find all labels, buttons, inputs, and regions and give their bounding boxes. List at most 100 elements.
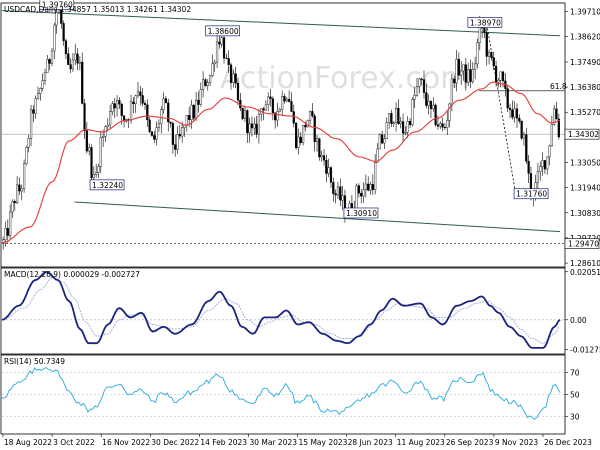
macd-panel-title: MACD(12,26,9) 0.000029 -0.002727	[4, 270, 140, 279]
candle-body	[301, 124, 305, 143]
candle-body	[339, 186, 342, 201]
candle-body	[281, 96, 284, 110]
candle-body	[457, 58, 460, 76]
price-y-tick-label: 1.39710	[570, 8, 600, 17]
candle-body	[490, 51, 493, 58]
candle-body	[487, 51, 491, 57]
candle-body	[41, 80, 44, 89]
candle-body	[299, 136, 302, 143]
candle-body	[508, 107, 512, 110]
candle-body	[432, 104, 435, 110]
rsi-y-tick-label: 30	[570, 413, 580, 422]
candle-body	[362, 189, 365, 197]
candle-body	[181, 127, 184, 137]
candle-body	[334, 193, 337, 196]
candle-body	[62, 23, 65, 41]
candle-body	[264, 104, 267, 111]
candle-body	[109, 111, 112, 126]
candle-body	[360, 192, 363, 197]
candle-body	[106, 124, 109, 127]
candle-body	[29, 109, 33, 139]
candle-body	[136, 91, 140, 96]
candle-body	[16, 184, 19, 204]
candle-body	[143, 103, 147, 105]
candle-body	[471, 69, 474, 82]
candle-body	[315, 138, 319, 143]
price-annotation-label: 1.30910	[346, 209, 377, 218]
candle-body	[2, 239, 5, 244]
candle-body	[371, 184, 374, 190]
candle-body	[536, 171, 540, 183]
candle-body	[541, 160, 544, 167]
candle-body	[88, 147, 91, 152]
candle-body	[415, 86, 419, 96]
candle-body	[306, 120, 309, 128]
rsi-level-lines	[2, 372, 565, 417]
macd-y-axis: 0.020518 0.00 -0.012755	[565, 268, 600, 355]
candle-body	[546, 156, 549, 170]
candle-body	[211, 63, 214, 76]
candle-body	[204, 79, 207, 86]
candle-body	[501, 71, 505, 82]
candle-body	[113, 103, 116, 109]
candle-body	[32, 109, 35, 114]
candle-body	[83, 103, 86, 131]
candle-body	[322, 155, 326, 161]
candle-body	[50, 50, 54, 64]
rsi-y-axis: 70 50 30	[565, 369, 580, 422]
candle-body	[543, 160, 546, 170]
price-annotation-label: 1.38970	[470, 18, 501, 27]
candle-body	[555, 108, 558, 120]
macd-y-tick-label: 0.020518	[570, 268, 600, 277]
candle-body	[134, 95, 137, 104]
x-tick-label: 26 Dec 2023	[544, 438, 592, 447]
candle-body	[222, 37, 226, 59]
candle-body	[206, 82, 209, 86]
macd-y-tick-label: -0.012755	[570, 346, 600, 355]
x-tick-label: 3 Oct 2022	[53, 438, 95, 447]
lower-channel-line	[74, 201, 561, 233]
candle-body	[378, 134, 381, 150]
candle-body	[153, 135, 156, 140]
candle-body	[195, 99, 198, 119]
candle-body	[234, 73, 237, 84]
candle-body	[308, 111, 312, 121]
candle-body	[429, 100, 433, 110]
candle-body	[304, 124, 307, 128]
candle-body	[434, 104, 437, 125]
x-tick-label: 9 Nov 2023	[495, 438, 538, 447]
x-axis: 18 Aug 2022 3 Oct 2022 16 Nov 2022 30 Dec 2…	[2, 434, 592, 447]
candle-body	[413, 95, 416, 100]
candle-body	[55, 12, 58, 26]
rsi-y-tick-label: 50	[570, 391, 580, 400]
price-annotation-box	[513, 188, 549, 200]
candle-body	[336, 186, 340, 196]
candle-body	[95, 172, 98, 175]
candle-body	[71, 59, 75, 70]
candle-body	[229, 64, 233, 83]
candle-body	[374, 162, 377, 190]
upper-channel-line	[1, 10, 561, 37]
ma-line	[1, 81, 561, 244]
candle-body	[390, 113, 393, 124]
candle-body	[160, 109, 163, 124]
candle-body	[522, 134, 526, 139]
candle-body	[81, 61, 84, 104]
x-tick-label: 30 Dec 2022	[151, 438, 199, 447]
price-annotation-box	[39, 0, 75, 10]
candle-body	[394, 107, 398, 123]
candle-body	[192, 104, 195, 119]
current-price-box	[564, 128, 600, 140]
candle-body	[492, 57, 495, 67]
watermark: ActionForex.com	[220, 61, 469, 96]
price-panel: ActionForex.com 1.397101.386201.374901.3…	[0, 0, 600, 268]
fib-label: 61.8	[550, 82, 567, 91]
x-tick-label: 26 Sep 2023	[446, 438, 494, 447]
candle-body	[4, 228, 7, 240]
candle-body	[174, 144, 177, 150]
candle-body	[418, 78, 421, 87]
candle-body	[446, 120, 449, 128]
candle-body	[225, 57, 228, 59]
candle-body	[320, 155, 323, 158]
